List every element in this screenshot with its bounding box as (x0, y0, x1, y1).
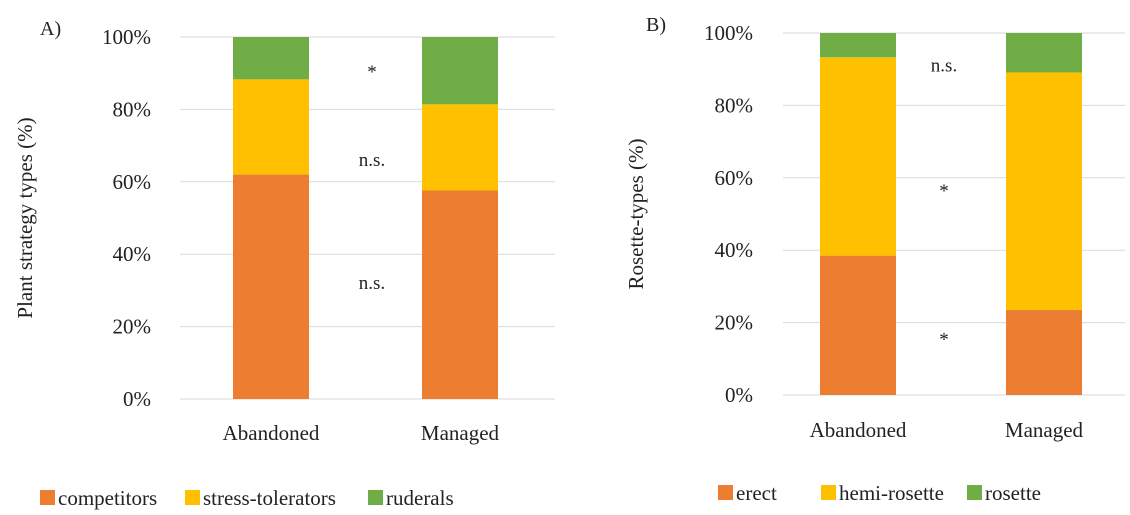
panel-label: A) (40, 18, 61, 40)
bar-ruderals-managed (422, 37, 498, 105)
legend-label: hemi-rosette (839, 481, 944, 505)
chart-a: 0% 20% 40% 60% 80% 100% Abandoned Managed * n.s. n… (13, 18, 555, 510)
bar-rosette-managed (1006, 33, 1082, 73)
bar-competitors-managed (422, 190, 498, 399)
legend-swatch (368, 490, 383, 505)
chart-b: 0% 20% 40% 60% 80% 100% Abandoned Managed n.s. * *… (624, 14, 1125, 505)
legend-swatch (185, 490, 200, 505)
y-tick-label: 80% (715, 93, 754, 117)
significance-label: * (367, 62, 377, 83)
y-tick-label: 20% (113, 315, 152, 339)
bar-rosette-abandoned (820, 33, 896, 58)
bar-hemi-rosette-managed (1006, 72, 1082, 310)
bar-stress-tolerators-abandoned (233, 79, 309, 175)
legend-swatch (967, 485, 982, 500)
bar-competitors-abandoned (233, 174, 309, 399)
legend-label: stress-tolerators (203, 486, 336, 510)
legend-label: competitors (58, 486, 157, 510)
bar-hemi-rosette-abandoned (820, 57, 896, 256)
y-tick-label: 100% (102, 25, 151, 49)
y-tick-label: 40% (113, 242, 152, 266)
legend-label: rosette (985, 481, 1041, 505)
y-tick-label: 100% (704, 21, 753, 45)
significance-label: * (939, 329, 949, 350)
y-tick-label: 0% (725, 383, 753, 407)
significance-label: * (939, 181, 949, 202)
x-category-label: Managed (1005, 418, 1084, 442)
significance-label: n.s. (359, 150, 385, 171)
y-tick-label: 60% (113, 170, 152, 194)
panel-label: B) (646, 14, 666, 36)
y-tick-label: 0% (123, 387, 151, 411)
y-axis-label: Plant strategy types (%) (13, 117, 37, 318)
x-category-label: Managed (421, 421, 500, 445)
bar-ruderals-abandoned (233, 37, 309, 80)
x-category-label: Abandoned (223, 421, 320, 445)
significance-label: n.s. (931, 56, 957, 77)
bar-erect-abandoned (820, 255, 896, 395)
y-tick-label: 40% (715, 238, 754, 262)
legend-label: ruderals (386, 486, 454, 510)
legend-label: erect (736, 481, 777, 505)
legend-swatch (718, 485, 733, 500)
x-category-label: Abandoned (810, 418, 907, 442)
y-tick-label: 60% (715, 166, 754, 190)
bar-stress-tolerators-managed (422, 104, 498, 191)
y-tick-label: 20% (715, 311, 754, 335)
significance-label: n.s. (359, 273, 385, 294)
y-axis-label: Rosette-types (%) (624, 138, 648, 289)
legend-swatch (40, 490, 55, 505)
legend-swatch (821, 485, 836, 500)
bar-erect-managed (1006, 309, 1082, 395)
y-tick-label: 80% (113, 97, 152, 121)
